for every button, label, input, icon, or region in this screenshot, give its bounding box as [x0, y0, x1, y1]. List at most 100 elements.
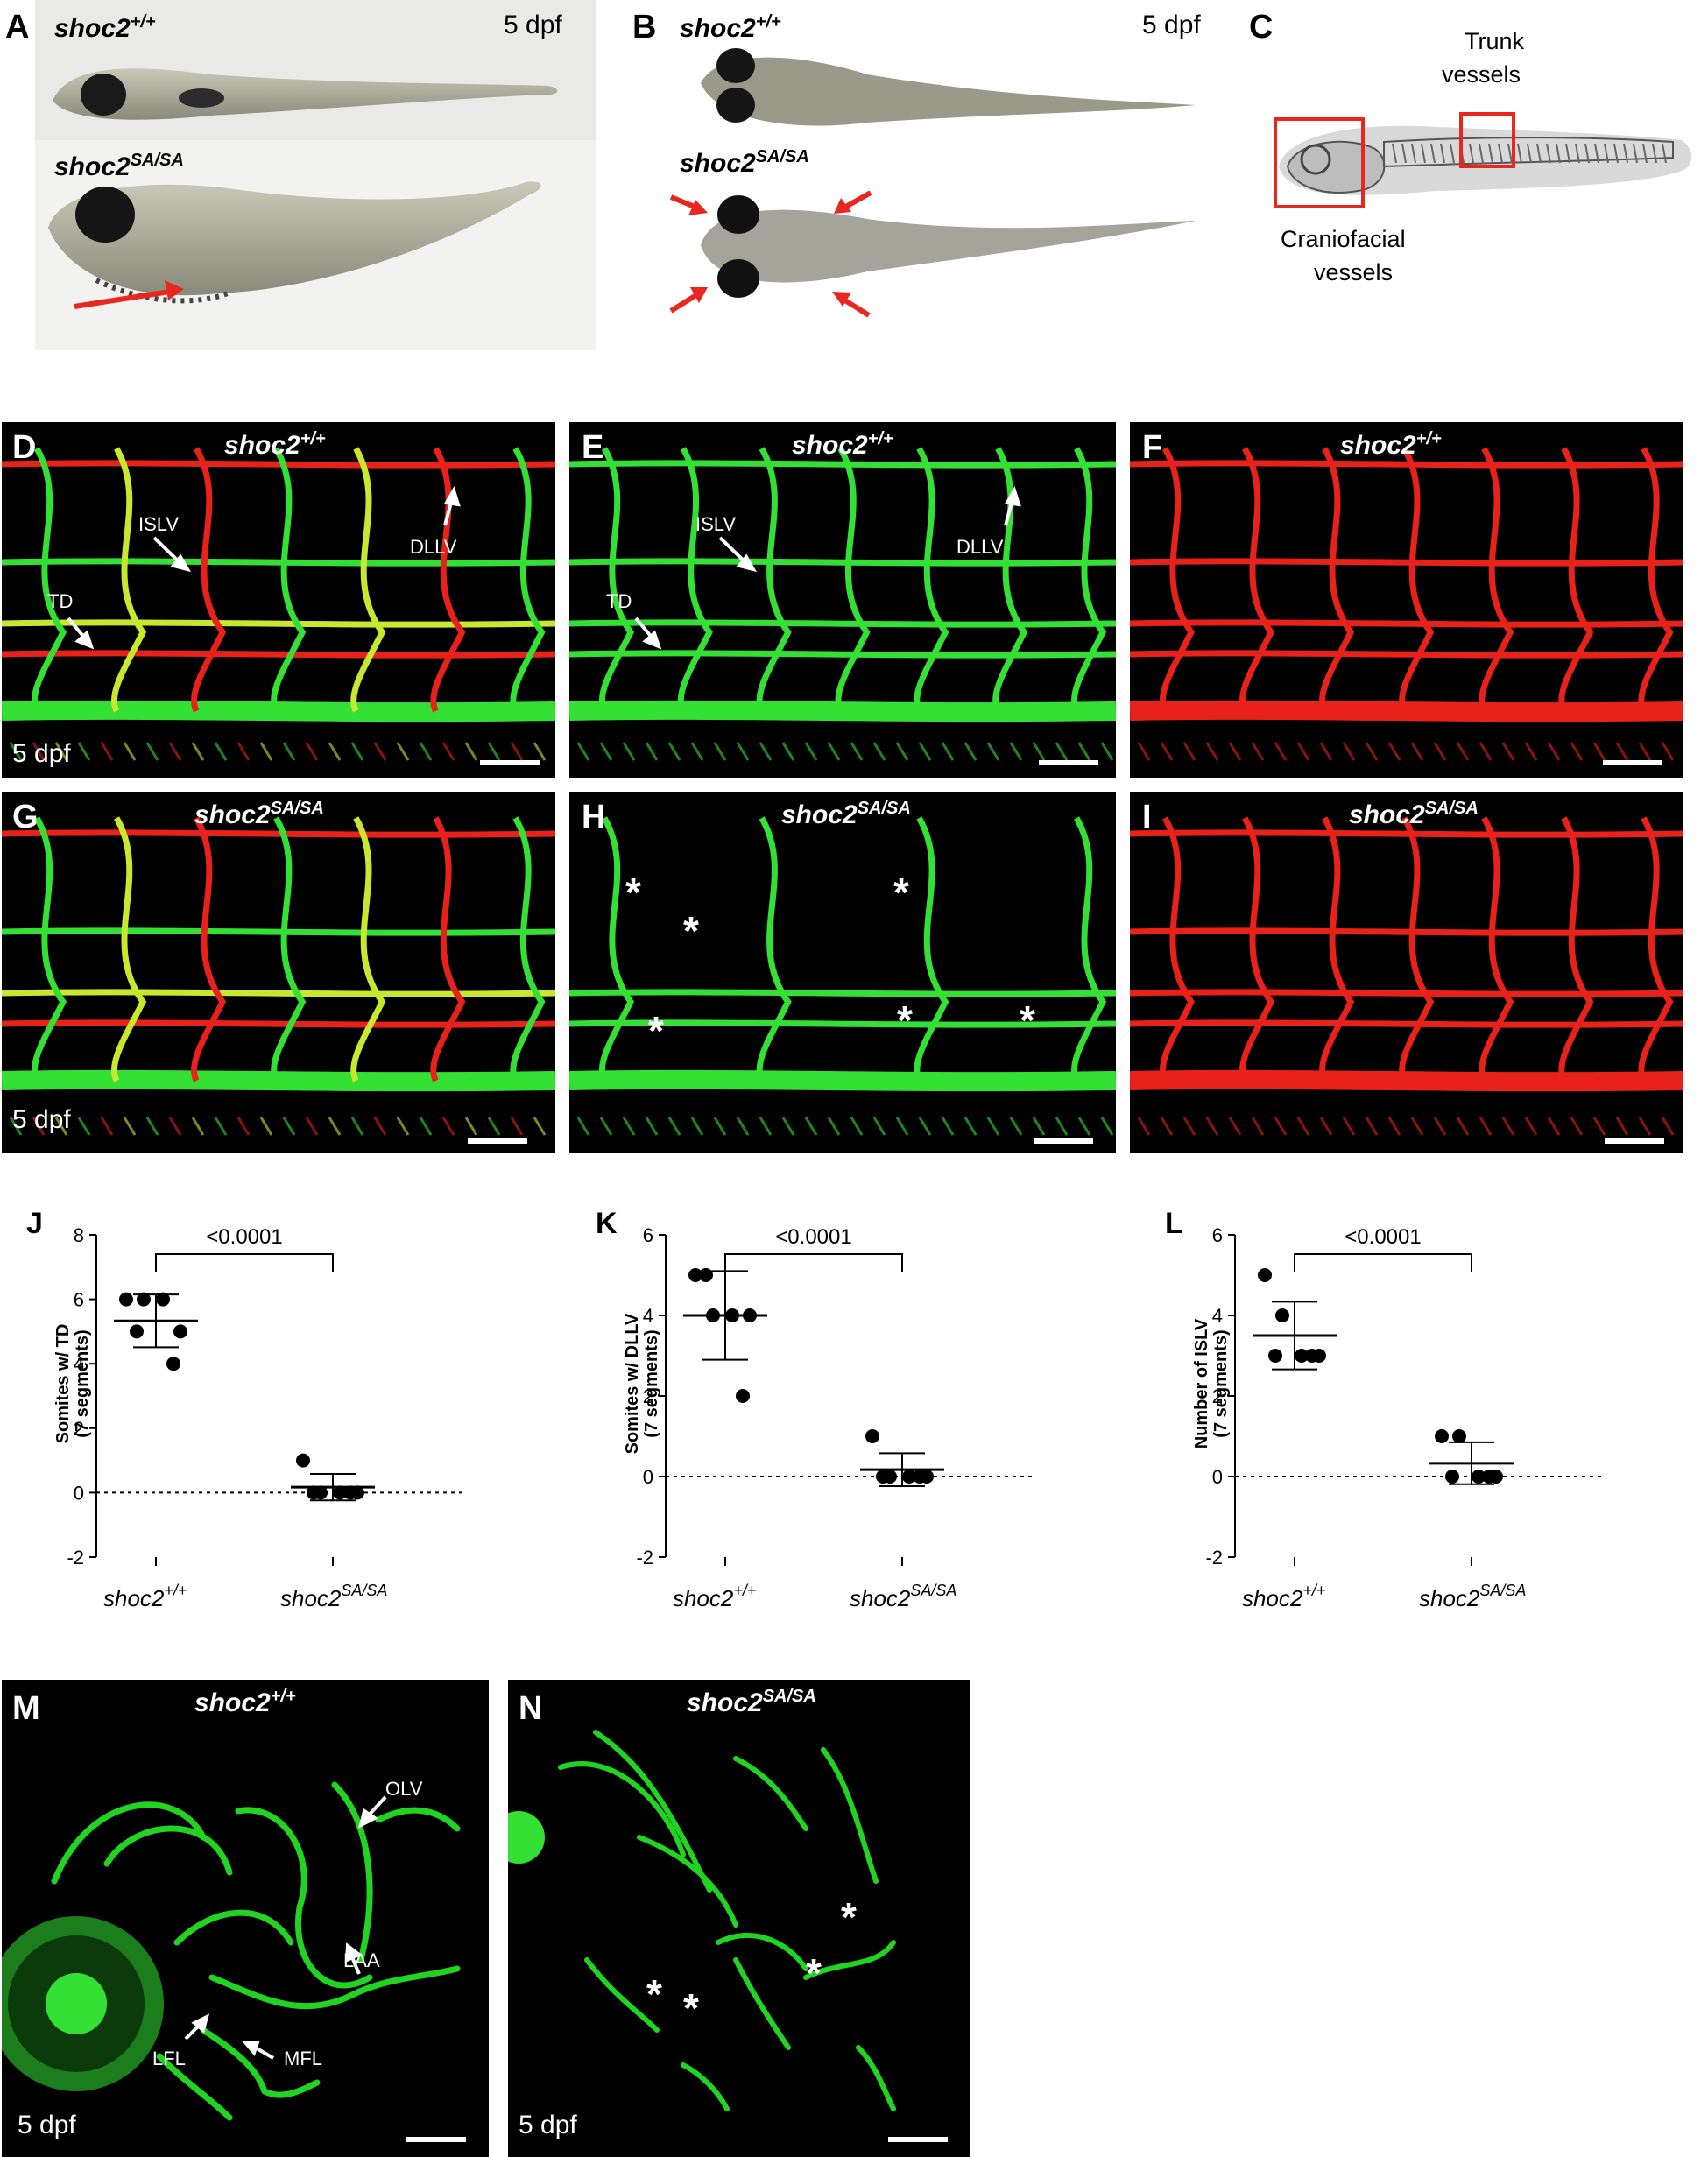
ventral-fin-vessel	[1137, 742, 1151, 761]
panel-e-scalebar	[1039, 760, 1098, 765]
segmental-vessel	[31, 447, 67, 713]
schematic-segment-line	[1488, 143, 1493, 164]
ventral-fin-vessel	[759, 742, 773, 761]
x-category-label: shoc2+/+	[103, 1582, 187, 1611]
significance-bracket	[155, 1253, 334, 1272]
panel-n-vessels	[508, 1730, 896, 2111]
segmental-vessel	[350, 447, 386, 713]
ventral-fin-vessel	[1501, 742, 1515, 761]
ventral-fin-vessel	[1547, 742, 1561, 761]
segmental-vessel	[350, 816, 386, 1082]
ventral-fin-vessel	[282, 1117, 296, 1136]
ventral-fin-vessel	[1410, 742, 1424, 761]
ventral-fin-vessel	[736, 1117, 750, 1136]
schematic-segment-line	[1633, 143, 1638, 164]
p-value-label: <0.0001	[206, 1225, 282, 1249]
ventral-fin-vessel	[168, 1117, 182, 1136]
schematic-segment-line	[1440, 143, 1445, 164]
schematic-segment-line	[1536, 143, 1542, 164]
asterisk-h-1: *	[625, 870, 641, 915]
ventral-fin-vessel	[32, 742, 46, 761]
ventral-fin-vessel	[328, 742, 342, 761]
data-point	[876, 1470, 890, 1484]
horizontal-vessel	[2, 460, 555, 469]
ventral-fin-vessel	[533, 1117, 547, 1136]
segmental-vessel	[430, 816, 466, 1082]
panel-label: J	[26, 1207, 43, 1240]
horizontal-vessel	[2, 650, 555, 659]
horizontal-vessel	[2, 927, 555, 936]
chart-l-svg: L 6 4 2 0 -2 Number of ISLV (7 segments) shoc2+/…	[1165, 1207, 1603, 1611]
schematic-segment-line	[1421, 143, 1426, 164]
ventral-fin-vessel	[804, 742, 818, 761]
ventral-fin-vessel	[236, 1117, 251, 1136]
y-axis-label-2: (7 segments)	[73, 1329, 92, 1437]
ventral-fin-vessel	[32, 1117, 46, 1136]
y-tick-label: 0	[74, 1482, 84, 1504]
panel-h-scalebar	[1034, 1138, 1093, 1144]
ventral-fin-vessel	[1100, 742, 1114, 761]
panel-label-e: E	[582, 429, 604, 466]
trunk-vessels-label-2: vessels	[1442, 61, 1521, 88]
ventral-fin-vessel	[941, 1117, 955, 1136]
data-point	[1452, 1429, 1466, 1443]
ventral-fin-vessel	[1274, 1117, 1288, 1136]
segmental-vessel	[430, 447, 466, 713]
ventral-fin-vessel	[1615, 1117, 1629, 1136]
data-point	[1268, 1349, 1282, 1363]
segmental-vessel	[1070, 816, 1107, 1082]
ventral-fin-vessel	[1365, 1117, 1379, 1136]
ventral-fin-vessel	[214, 1117, 228, 1136]
panel-e-image	[569, 422, 1116, 778]
panel-n-image	[508, 1680, 970, 2157]
horizontal-vessel	[1130, 1019, 1683, 1028]
ventral-fin-vessel	[350, 742, 364, 761]
ventral-fin-vessel	[1433, 1117, 1447, 1136]
ventral-fin-vessel	[145, 742, 159, 761]
ventral-fin-vessel	[1274, 742, 1288, 761]
y-tick-label: 6	[643, 1224, 653, 1246]
data-point	[1482, 1470, 1496, 1484]
ventral-fin-vessel	[54, 742, 68, 761]
panel-h-image	[569, 792, 1116, 1153]
schematic-segment-line	[1430, 143, 1436, 164]
horizontal-vessel	[569, 1019, 1116, 1028]
ventral-fin-vessel	[1296, 1117, 1310, 1136]
panel-g-image	[2, 792, 555, 1153]
panel-f-vessels	[1130, 447, 1683, 761]
ventral-fin-vessel	[1160, 742, 1174, 761]
ventral-fin-vessel	[1524, 1117, 1538, 1136]
ventral-fin-vessel	[441, 1117, 455, 1136]
panel-d-genotype: shoc2+/+	[224, 429, 326, 460]
ventral-fin-vessel	[1228, 1117, 1242, 1136]
panel-label: L	[1165, 1207, 1183, 1240]
chart-j: J 8 6 4 2 0 -2 Somites w/ TD (7 segments) shoc2+/…	[0, 1200, 561, 1638]
ventral-fin-vessel	[1456, 1117, 1470, 1136]
ventral-fin-vessel	[599, 1117, 613, 1136]
ventral-fin-vessel	[1077, 742, 1091, 761]
panel-label-c: C	[1249, 9, 1274, 46]
label-td-d: TD	[47, 590, 74, 612]
schematic-segment-line	[1401, 143, 1407, 164]
ventral-fin-vessel	[1592, 742, 1606, 761]
data-point	[137, 1292, 151, 1307]
ventral-fin-vessel	[100, 1117, 114, 1136]
y-tick-label: 0	[1212, 1466, 1223, 1488]
ventral-fin-vessel	[1055, 1117, 1069, 1136]
segmental-vessel	[598, 816, 635, 1082]
panel-label-d: D	[12, 429, 37, 466]
ventral-fin-vessel	[895, 1117, 909, 1136]
ventral-fin-vessel	[487, 742, 501, 761]
segmental-vessel	[31, 816, 67, 1082]
panel-d-image	[2, 422, 555, 778]
y-axis-label: Number of ISLV	[1192, 1318, 1211, 1449]
segmental-vessel	[1399, 816, 1435, 1082]
y-tick-label: 8	[74, 1224, 84, 1246]
chart-k-svg: K 6 4 2 0 -2 Somites w/ DLLV (7 segments) shoc2+…	[596, 1207, 1034, 1611]
ventral-fin-vessel	[419, 742, 433, 761]
label-td-e: TD	[606, 590, 632, 612]
horizontal-vessel	[569, 650, 1116, 659]
segmental-vessel	[1239, 816, 1275, 1082]
segmental-vessel	[271, 447, 307, 713]
ventral-fin-vessel	[1342, 1117, 1356, 1136]
